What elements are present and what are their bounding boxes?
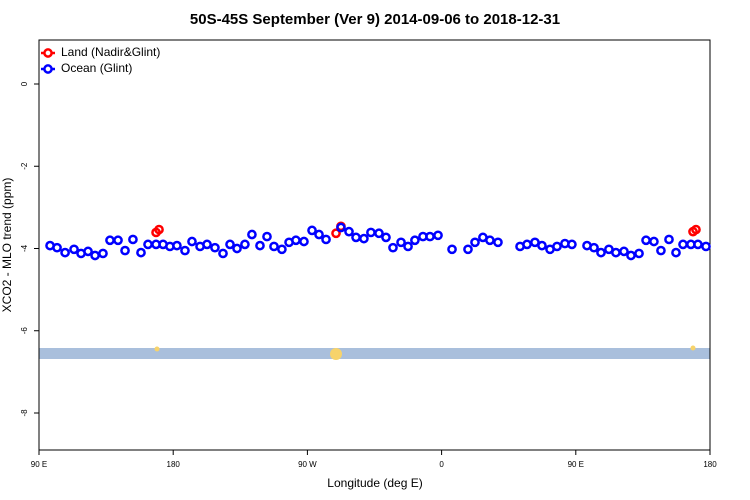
data-point	[626, 250, 636, 261]
map-band	[39, 348, 710, 359]
data-point	[403, 241, 413, 252]
data-point	[396, 237, 406, 248]
data-point	[187, 236, 197, 247]
legend: Land (Nadir&Glint) Ocean (Glint)	[41, 45, 160, 75]
data-point	[113, 235, 123, 246]
data-point	[671, 247, 681, 258]
data-point	[374, 228, 384, 239]
data-point	[218, 248, 228, 259]
data-point	[225, 239, 235, 250]
x-tick-label: 0	[439, 460, 444, 469]
data-point	[247, 229, 257, 240]
data-point	[433, 230, 443, 241]
data-point	[410, 235, 420, 246]
data-point	[255, 240, 265, 251]
data-point	[463, 244, 473, 255]
data-point	[589, 242, 599, 253]
data-point	[314, 229, 324, 240]
data-point	[447, 244, 457, 255]
y-axis-label: XCO2 - MLO trend (ppm)	[0, 178, 14, 313]
data-point	[331, 228, 341, 239]
data-point	[210, 242, 220, 253]
map-spot	[154, 346, 160, 352]
data-point	[649, 236, 659, 247]
legend-label: Ocean (Glint)	[61, 61, 132, 75]
map-spot	[690, 345, 696, 351]
data-point	[232, 243, 242, 254]
data-point	[336, 222, 346, 233]
data-point	[136, 247, 146, 258]
data-point	[154, 224, 164, 235]
data-point	[128, 234, 138, 245]
y-tick-label: -2	[20, 162, 29, 170]
chart-title: 50S-45S September (Ver 9) 2014-09-06 to …	[190, 11, 560, 28]
data-point	[299, 236, 309, 247]
data-point	[83, 246, 93, 257]
data-point	[470, 237, 480, 248]
y-tick-label: -6	[20, 327, 29, 335]
data-point	[701, 241, 711, 252]
x-tick-label: 90 E	[31, 460, 47, 469]
data-point	[493, 237, 503, 248]
data-point	[634, 248, 644, 259]
data-point	[596, 247, 606, 258]
data-point	[52, 242, 62, 253]
y-tick-label: -4	[20, 244, 29, 252]
data-point	[485, 235, 495, 246]
data-point	[691, 224, 701, 235]
data-point	[567, 239, 577, 250]
data-point	[202, 239, 212, 250]
x-tick-label: 90 E	[568, 460, 584, 469]
x-tick-label: 180	[703, 460, 717, 469]
data-point	[537, 240, 547, 251]
data-point	[552, 241, 562, 252]
data-point	[307, 225, 317, 236]
data-point	[381, 232, 391, 243]
data-point	[664, 234, 674, 245]
data-point	[388, 242, 398, 253]
data-point	[269, 241, 279, 252]
data-point	[619, 246, 629, 257]
x-axis-label: Longitude (deg E)	[327, 476, 422, 490]
data-point	[98, 248, 108, 259]
x-tick-label: 180	[167, 460, 181, 469]
y-tick-label: 0	[20, 81, 29, 86]
data-point	[69, 244, 79, 255]
x-tick-label: 90 W	[298, 460, 317, 469]
data-point	[120, 245, 130, 256]
data-point	[656, 245, 666, 256]
data-point	[172, 240, 182, 251]
legend-marker	[43, 64, 53, 74]
legend-marker	[43, 48, 53, 58]
data-point	[693, 239, 703, 250]
data-point	[321, 234, 331, 245]
data-point	[344, 226, 354, 237]
y-tick-label: -8	[20, 409, 29, 417]
data-point	[262, 231, 272, 242]
legend-label: Land (Nadir&Glint)	[61, 45, 160, 59]
data-point	[60, 247, 70, 258]
data-point	[277, 244, 287, 255]
data-point	[240, 239, 250, 250]
data-point	[180, 245, 190, 256]
map-spot	[330, 348, 342, 360]
data-point	[359, 233, 369, 244]
